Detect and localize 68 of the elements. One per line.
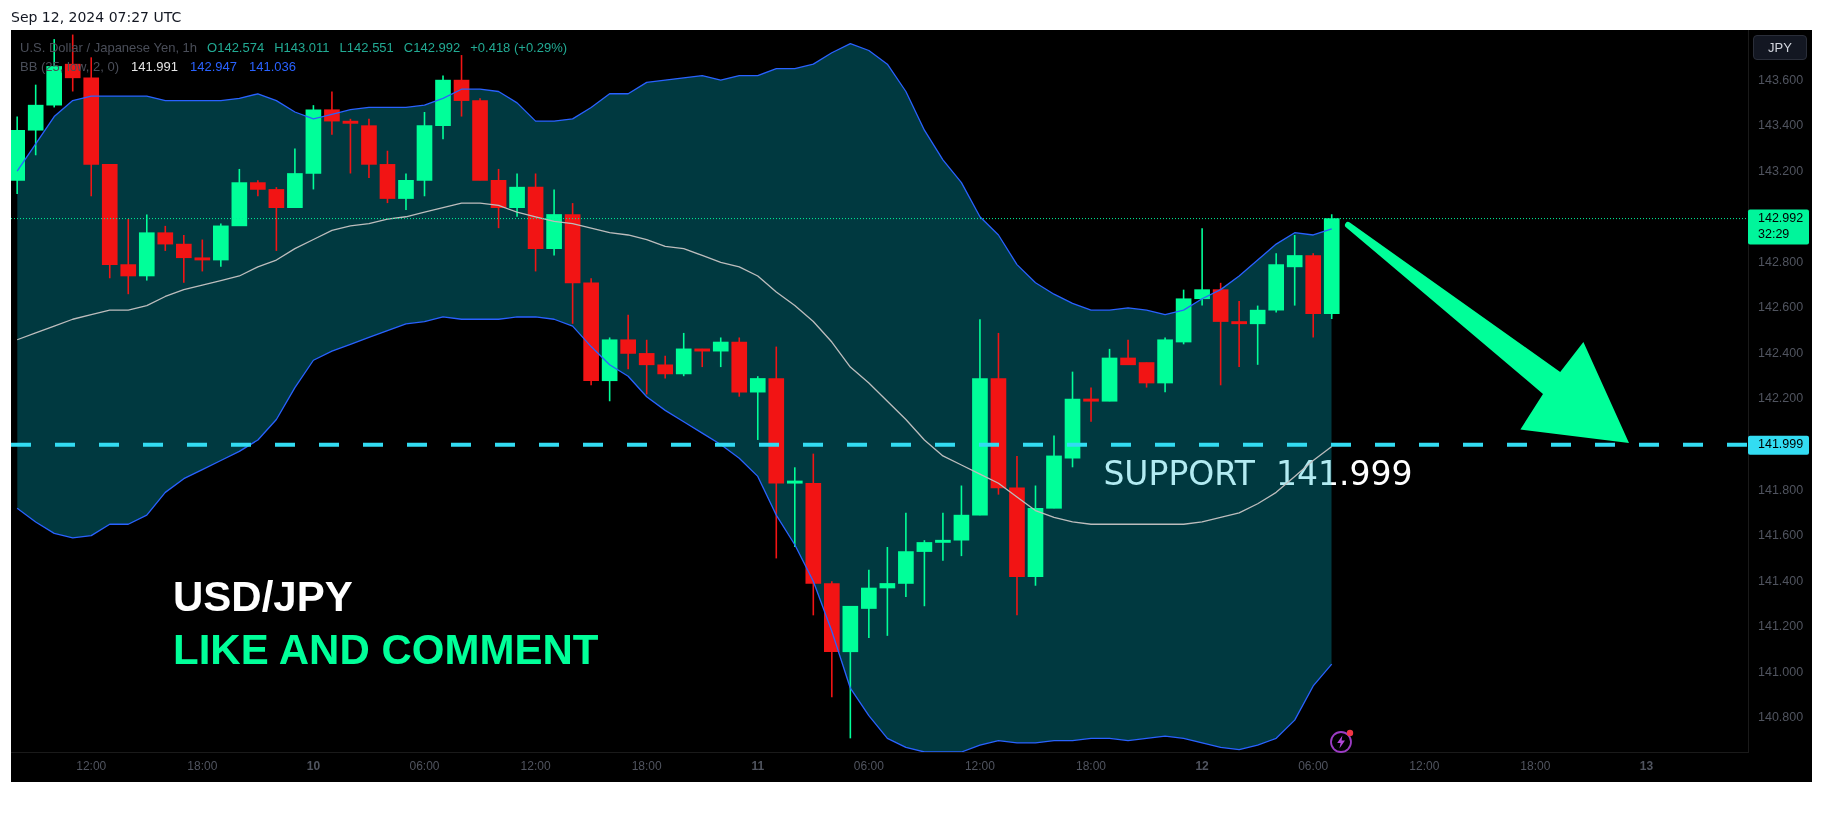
ref-line-label: 141.999 bbox=[1758, 437, 1804, 452]
annotation: USD/JPY bbox=[173, 573, 353, 620]
candlestick bbox=[1231, 300, 1247, 368]
annotation: 142.947 bbox=[190, 59, 237, 75]
candlestick bbox=[157, 225, 174, 252]
candlestick bbox=[1083, 386, 1099, 423]
candlestick bbox=[657, 354, 674, 380]
annotation: C142.992 bbox=[403, 40, 461, 56]
candlestick bbox=[1194, 227, 1210, 307]
ref-line-label: 142.992 32:29 bbox=[1758, 211, 1804, 242]
y-tick-label: 142.800 bbox=[1758, 254, 1804, 269]
candlestick bbox=[1286, 234, 1303, 307]
candlestick bbox=[620, 313, 636, 371]
candlestick bbox=[268, 186, 285, 252]
x-tick-label: 06:00 bbox=[1298, 758, 1329, 773]
x-tick-label: 12:00 bbox=[1409, 758, 1440, 773]
unit-button: JPY bbox=[1753, 35, 1807, 60]
y-tick-label: 140.800 bbox=[1758, 710, 1804, 725]
candlestick bbox=[453, 54, 470, 118]
candlestick bbox=[712, 336, 729, 368]
annotation: 141.991 bbox=[131, 59, 178, 75]
y-tick-label: 141.400 bbox=[1758, 573, 1804, 588]
annotation: L142.551 bbox=[339, 40, 394, 56]
text: Sep 12, 2024 07:27 UTC bbox=[11, 9, 182, 25]
candlestick bbox=[342, 118, 359, 175]
y-tick-label: 141.800 bbox=[1758, 482, 1804, 497]
candlestick bbox=[194, 238, 211, 273]
candlestick bbox=[935, 512, 951, 562]
candlestick bbox=[879, 546, 896, 637]
y-tick-label: 143.200 bbox=[1758, 163, 1804, 178]
y-tick-label: 142.200 bbox=[1758, 391, 1804, 406]
y-tick-label: 143.600 bbox=[1758, 72, 1804, 87]
x-tick-label: 12:00 bbox=[964, 758, 996, 773]
y-tick-label: 142.400 bbox=[1758, 345, 1804, 360]
annotation: 141.036 bbox=[249, 59, 296, 75]
x-tick-label: 13 bbox=[1639, 758, 1654, 773]
candlestick bbox=[1249, 304, 1266, 366]
candlestick bbox=[916, 539, 933, 608]
candlestick bbox=[786, 466, 803, 548]
candlestick bbox=[509, 172, 525, 218]
x-tick-label: 12:00 bbox=[76, 758, 107, 773]
x-tick-label: 18:00 bbox=[187, 758, 218, 773]
candlestick bbox=[120, 218, 137, 295]
candlestick bbox=[398, 172, 414, 211]
annotation: LIKE AND COMMENT bbox=[173, 626, 599, 673]
annotation: +0.418 (+0.29%) bbox=[470, 40, 568, 56]
x-tick-label: 10 bbox=[306, 758, 321, 773]
x-tick-label: 12 bbox=[1195, 758, 1210, 773]
candlestick bbox=[175, 234, 192, 284]
candlestick bbox=[1120, 338, 1136, 366]
y-tick-label: 141.200 bbox=[1758, 619, 1804, 634]
candlestick bbox=[861, 568, 877, 639]
annotation: H143.011 bbox=[274, 40, 330, 56]
x-tick-label: 06:00 bbox=[409, 758, 440, 773]
x-tick-label: 18:00 bbox=[631, 758, 663, 773]
y-tick-label: 142.600 bbox=[1758, 300, 1804, 315]
y-tick-label: 141.600 bbox=[1758, 528, 1804, 543]
y-tick-label: 141.000 bbox=[1758, 664, 1804, 679]
annotation: O142.574 bbox=[207, 40, 265, 56]
x-tick-label: 06:00 bbox=[853, 758, 885, 773]
x-tick-label: 18:00 bbox=[1076, 758, 1107, 773]
candlestick bbox=[749, 375, 766, 441]
x-tick-label: 12:00 bbox=[520, 758, 551, 773]
candlestick bbox=[1138, 361, 1155, 389]
x-tick-label: 11 bbox=[751, 758, 765, 773]
x-tick-label: 18:00 bbox=[1520, 758, 1551, 773]
y-tick-label: 143.400 bbox=[1758, 118, 1804, 133]
candlestick bbox=[638, 338, 655, 396]
